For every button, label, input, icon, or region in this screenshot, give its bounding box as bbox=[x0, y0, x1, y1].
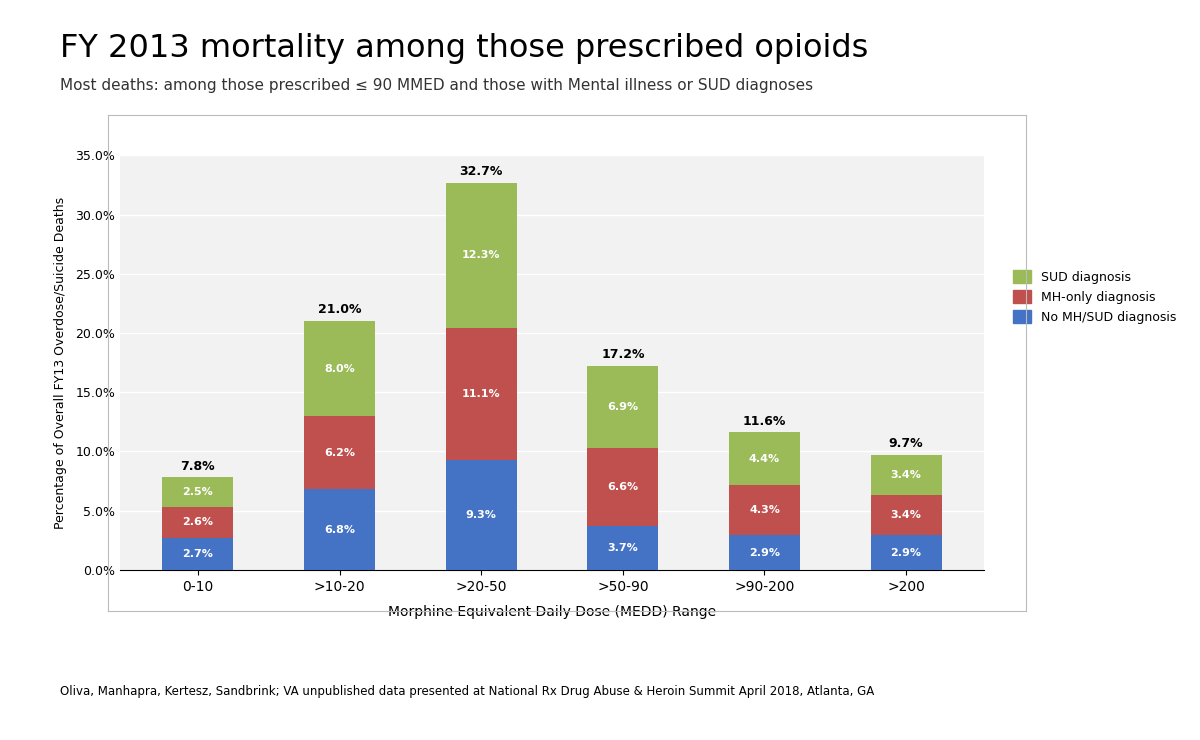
Text: 2.7%: 2.7% bbox=[182, 549, 214, 559]
Text: 8.0%: 8.0% bbox=[324, 363, 355, 374]
Text: 11.1%: 11.1% bbox=[462, 389, 500, 399]
Bar bbox=[588, 526, 659, 570]
Bar bbox=[162, 477, 233, 507]
Text: 11.6%: 11.6% bbox=[743, 414, 786, 428]
Text: 3.7%: 3.7% bbox=[607, 543, 638, 553]
Text: 2.9%: 2.9% bbox=[749, 548, 780, 558]
Text: 12.3%: 12.3% bbox=[462, 250, 500, 260]
Text: 80% of mortality at 90 MEDD or lower doses: 80% of mortality at 90 MEDD or lower dos… bbox=[247, 126, 695, 144]
Bar bbox=[871, 455, 942, 495]
Text: 17.2%: 17.2% bbox=[601, 349, 644, 361]
Bar bbox=[304, 321, 374, 416]
Text: 32.7%: 32.7% bbox=[460, 165, 503, 178]
Bar bbox=[871, 536, 942, 570]
Bar bbox=[588, 448, 659, 526]
Text: 6.9%: 6.9% bbox=[607, 402, 638, 412]
Text: 4.4%: 4.4% bbox=[749, 454, 780, 463]
Text: FY 2013 mortality among those prescribed opioids: FY 2013 mortality among those prescribed… bbox=[60, 33, 869, 64]
Y-axis label: Percentage of Overall FY13 Overdose/Suicide Deaths: Percentage of Overall FY13 Overdose/Suic… bbox=[54, 197, 67, 528]
Bar bbox=[304, 416, 374, 489]
Text: 70% mortality among those with MH/SUD diagnosis: 70% mortality among those with MH/SUD di… bbox=[306, 629, 828, 647]
Bar bbox=[588, 366, 659, 448]
Bar bbox=[730, 485, 800, 536]
Bar bbox=[445, 329, 516, 460]
Text: Most deaths: among those prescribed ≤ 90 MMED and those with Mental illness or S: Most deaths: among those prescribed ≤ 90… bbox=[60, 78, 814, 92]
Bar bbox=[730, 536, 800, 570]
Bar bbox=[730, 432, 800, 485]
X-axis label: Morphine Equivalent Daily Dose (MEDD) Range: Morphine Equivalent Daily Dose (MEDD) Ra… bbox=[388, 605, 716, 619]
Text: 6.6%: 6.6% bbox=[607, 482, 638, 492]
Bar bbox=[304, 489, 374, 570]
Text: Oliva, Manhapra, Kertesz, Sandbrink; VA unpublished data presented at National R: Oliva, Manhapra, Kertesz, Sandbrink; VA … bbox=[60, 684, 875, 698]
Text: 9.7%: 9.7% bbox=[889, 437, 924, 450]
Text: 21.0%: 21.0% bbox=[318, 303, 361, 317]
Bar bbox=[162, 507, 233, 538]
Bar bbox=[162, 538, 233, 570]
Text: 4.3%: 4.3% bbox=[749, 505, 780, 515]
Text: 3.4%: 3.4% bbox=[890, 470, 922, 480]
Text: 2.6%: 2.6% bbox=[182, 517, 214, 528]
Legend: SUD diagnosis, MH-only diagnosis, No MH/SUD diagnosis: SUD diagnosis, MH-only diagnosis, No MH/… bbox=[1008, 265, 1182, 329]
Bar bbox=[445, 183, 516, 329]
Bar bbox=[445, 460, 516, 570]
Text: 6.2%: 6.2% bbox=[324, 448, 355, 457]
Text: 6.8%: 6.8% bbox=[324, 525, 355, 534]
Text: 2.5%: 2.5% bbox=[182, 487, 214, 497]
Text: 7.8%: 7.8% bbox=[180, 460, 215, 473]
Text: 3.4%: 3.4% bbox=[890, 511, 922, 520]
Text: 9.3%: 9.3% bbox=[466, 510, 497, 519]
Bar bbox=[871, 495, 942, 536]
Text: 2.9%: 2.9% bbox=[890, 548, 922, 558]
